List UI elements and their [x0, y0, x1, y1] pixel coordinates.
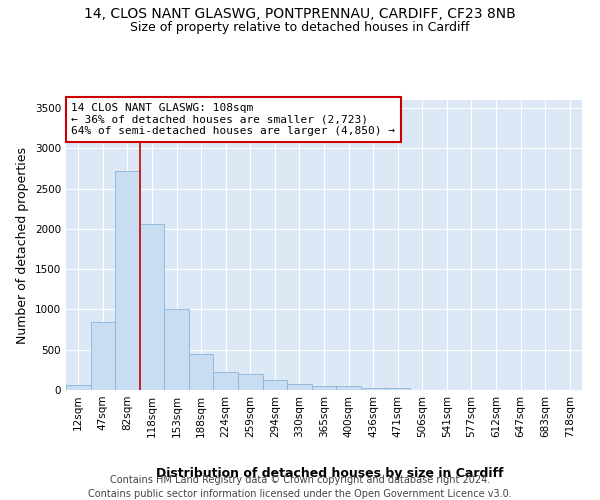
Text: Contains HM Land Registry data © Crown copyright and database right 2024.
Contai: Contains HM Land Registry data © Crown c…: [88, 475, 512, 499]
Bar: [287, 384, 312, 390]
Text: 14 CLOS NANT GLASWG: 108sqm
← 36% of detached houses are smaller (2,723)
64% of : 14 CLOS NANT GLASWG: 108sqm ← 36% of det…: [71, 103, 395, 136]
Bar: [66, 385, 91, 390]
Bar: [91, 322, 115, 390]
Bar: [385, 388, 410, 390]
Text: Size of property relative to detached houses in Cardiff: Size of property relative to detached ho…: [130, 21, 470, 34]
Y-axis label: Number of detached properties: Number of detached properties: [16, 146, 29, 344]
Bar: [189, 354, 214, 390]
Text: 14, CLOS NANT GLASWG, PONTPRENNAU, CARDIFF, CF23 8NB: 14, CLOS NANT GLASWG, PONTPRENNAU, CARDI…: [84, 8, 516, 22]
Bar: [336, 386, 361, 390]
Bar: [140, 224, 164, 390]
Bar: [312, 386, 336, 390]
Bar: [115, 171, 140, 390]
Text: Distribution of detached houses by size in Cardiff: Distribution of detached houses by size …: [156, 467, 504, 480]
Bar: [361, 388, 385, 390]
Bar: [263, 380, 287, 390]
Bar: [214, 372, 238, 390]
Bar: [164, 310, 189, 390]
Bar: [238, 374, 263, 390]
